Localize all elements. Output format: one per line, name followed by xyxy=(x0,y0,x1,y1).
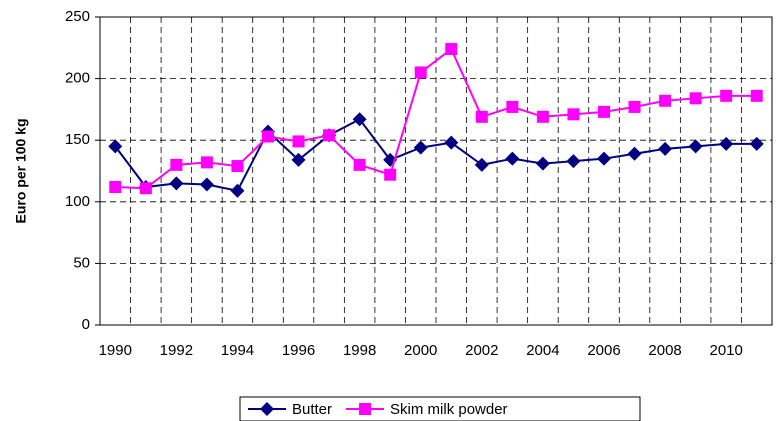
y-tick-label: 200 xyxy=(65,70,90,87)
x-tick-label: 2006 xyxy=(587,342,620,359)
plot-frame xyxy=(99,16,773,326)
marker xyxy=(659,94,672,107)
marker xyxy=(505,151,520,166)
x-tick-label: 2008 xyxy=(648,342,681,359)
marker xyxy=(352,112,367,127)
y-tick-label: 150 xyxy=(65,131,90,148)
marker xyxy=(199,177,214,192)
x-tick-label: 2010 xyxy=(709,342,742,359)
marker xyxy=(413,140,428,155)
marker xyxy=(567,108,580,121)
marker xyxy=(474,157,489,172)
marker xyxy=(720,89,733,102)
legend-box xyxy=(239,396,641,421)
y-axis-label: Euro per 100 kg xyxy=(13,118,29,223)
x-tick-label: 2000 xyxy=(404,342,437,359)
marker xyxy=(719,136,734,151)
marker xyxy=(566,154,581,169)
y-tick-label: 100 xyxy=(65,193,90,210)
marker xyxy=(689,92,702,105)
marker xyxy=(536,110,549,123)
marker xyxy=(353,158,366,171)
x-tick-label: 2004 xyxy=(526,342,559,359)
marker xyxy=(628,100,641,113)
y-tick-label: 50 xyxy=(73,254,90,271)
marker xyxy=(444,135,459,150)
x-tick-label: 1990 xyxy=(99,342,132,359)
marker xyxy=(627,146,642,161)
y-tick-label: 250 xyxy=(65,8,90,25)
series-line xyxy=(115,47,757,190)
marker xyxy=(323,129,336,142)
y-tick-label: 0 xyxy=(82,316,90,333)
x-tick-label: 1992 xyxy=(160,342,193,359)
marker xyxy=(262,130,274,143)
marker xyxy=(598,105,610,118)
legend-marker xyxy=(260,402,274,416)
marker xyxy=(688,139,703,154)
marker xyxy=(384,168,397,181)
legend-label: Skim milk powder xyxy=(390,401,508,418)
series-line xyxy=(114,117,757,192)
marker xyxy=(200,156,213,169)
x-tick-label: 2002 xyxy=(465,342,498,359)
marker xyxy=(108,139,123,154)
marker xyxy=(231,160,244,173)
marker xyxy=(139,182,152,195)
marker xyxy=(292,135,305,148)
marker xyxy=(506,100,519,113)
x-tick-label: 1998 xyxy=(343,342,376,359)
marker xyxy=(445,43,458,56)
x-tick-label: 1996 xyxy=(282,342,315,359)
marker xyxy=(658,141,673,156)
marker xyxy=(230,183,245,198)
marker xyxy=(535,156,550,171)
marker xyxy=(475,110,488,123)
marker xyxy=(169,176,184,191)
marker xyxy=(414,66,427,79)
marker xyxy=(170,158,183,171)
x-tick-label: 1994 xyxy=(221,342,254,359)
marker xyxy=(749,136,764,151)
marker xyxy=(597,151,611,166)
marker xyxy=(750,89,763,102)
legend-label: Butter xyxy=(292,401,332,418)
legend-marker xyxy=(359,403,372,415)
marker xyxy=(291,152,306,167)
marker xyxy=(109,181,122,194)
